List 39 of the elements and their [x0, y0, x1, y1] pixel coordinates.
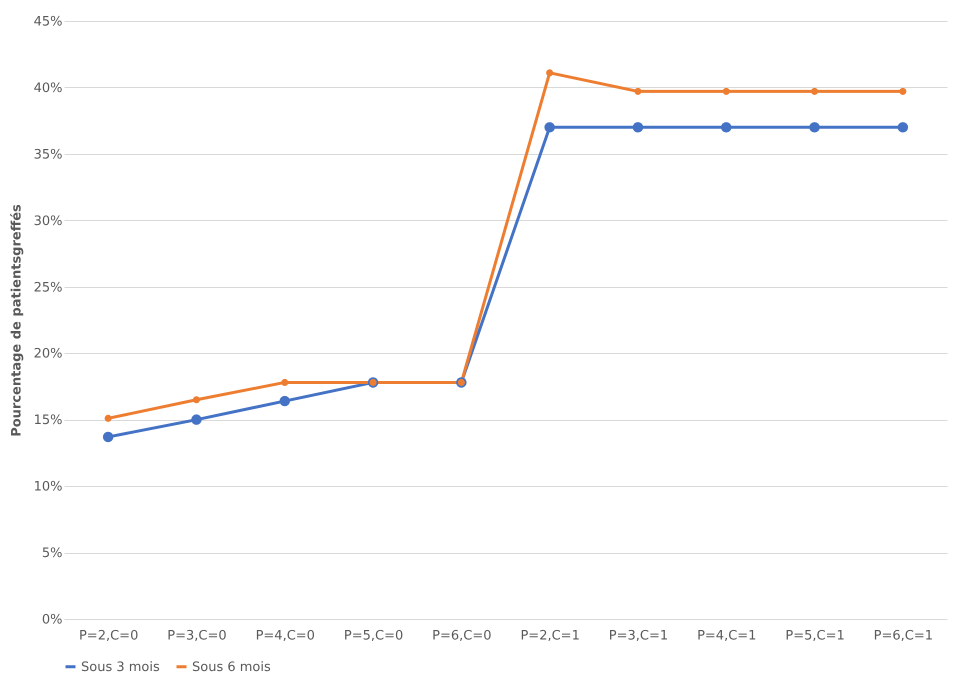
- point: [280, 396, 290, 406]
- point: [632, 122, 644, 133]
- x-tick-label: P=2,C=1: [520, 628, 580, 644]
- y-tick-label: 25%: [34, 280, 62, 296]
- x-tick-label: P=2,C=0: [78, 628, 138, 644]
- point: [191, 414, 202, 425]
- point: [899, 88, 906, 95]
- x-tick-label: P=3,C=0: [167, 628, 227, 644]
- point: [898, 122, 908, 133]
- point: [192, 396, 200, 404]
- y-tick-label: 30%: [34, 214, 62, 229]
- point: [722, 88, 730, 95]
- x-tick-label: P=5,C=1: [785, 628, 845, 644]
- point: [102, 432, 114, 442]
- y-axis-title: Pourcentage de patientsgreffés: [10, 204, 25, 437]
- x-tick-label: P=6,C=1: [874, 628, 934, 644]
- x-tick-label: P=5,C=0: [344, 628, 404, 644]
- y-tick-label: 15%: [34, 413, 62, 428]
- y-tick-label: 35%: [34, 147, 62, 162]
- x-tick-label: P=4,C=1: [697, 628, 756, 644]
- point: [281, 378, 288, 386]
- point: [809, 122, 820, 133]
- y-tick-label: 45%: [34, 14, 62, 30]
- y-tick-label: 20%: [34, 346, 62, 362]
- legend-label: Sous 6 mois: [192, 660, 271, 675]
- point: [104, 414, 112, 422]
- x-tick-label: P=3,C=1: [608, 628, 668, 644]
- x-tick-label: P=6,C=0: [432, 628, 492, 644]
- point: [546, 69, 554, 76]
- point: [634, 88, 642, 95]
- y-tick-label: 10%: [34, 480, 62, 495]
- x-tick-label: P=4,C=0: [256, 628, 315, 644]
- point: [544, 122, 555, 133]
- point: [811, 88, 818, 95]
- y-tick-label: 0%: [42, 612, 62, 628]
- point: [721, 122, 732, 133]
- y-tick-label: 5%: [42, 546, 62, 562]
- legend-label: Sous 3 mois: [81, 660, 160, 675]
- y-tick-label: 40%: [34, 80, 62, 96]
